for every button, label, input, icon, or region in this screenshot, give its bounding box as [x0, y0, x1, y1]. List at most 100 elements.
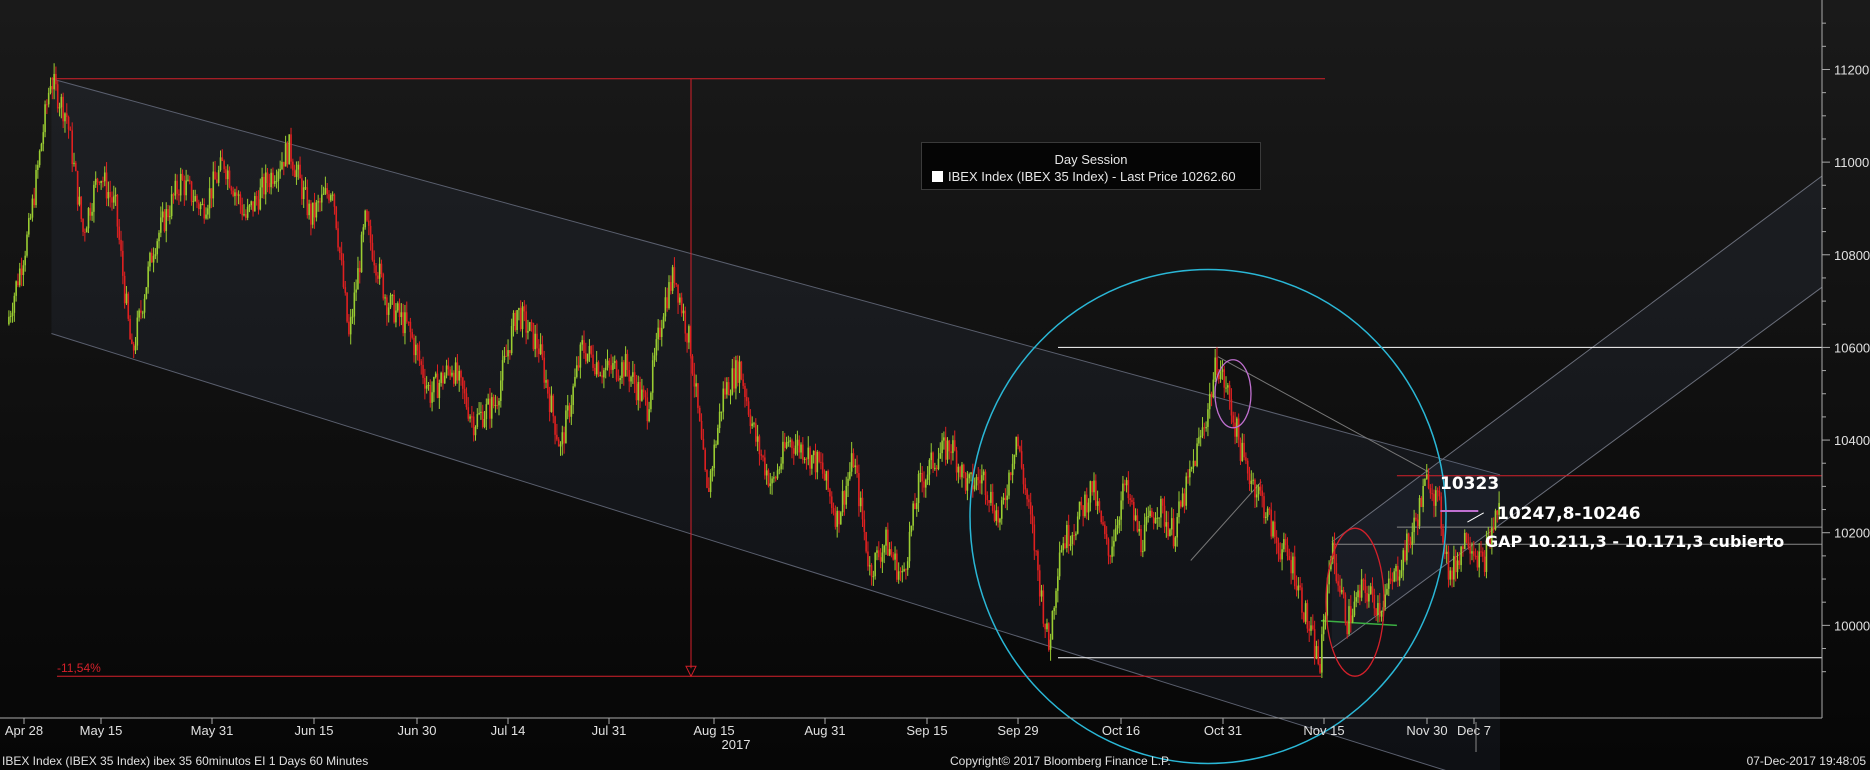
candle-body [1228, 385, 1231, 400]
candle-body [1476, 555, 1479, 568]
candle [1239, 437, 1242, 465]
candle [959, 465, 961, 480]
candle-body [1391, 579, 1394, 582]
candle-body [1492, 527, 1495, 530]
candle [44, 100, 46, 138]
rising-upper-line [1331, 175, 1823, 543]
candle [181, 169, 184, 181]
candle [990, 484, 992, 506]
candle [346, 292, 348, 324]
candle-body [820, 461, 822, 463]
candle-body [651, 360, 654, 393]
candle [340, 241, 343, 266]
candle-body [1046, 623, 1048, 630]
candle-body [641, 389, 643, 401]
candle [377, 271, 379, 284]
candle [378, 257, 381, 285]
candle-body [632, 372, 634, 377]
candle-body [465, 393, 468, 408]
candle-body [1353, 601, 1356, 616]
candle-body [1281, 549, 1283, 560]
candle-body [528, 322, 531, 331]
candle-body [543, 357, 546, 383]
candle [1266, 506, 1269, 521]
candle [125, 286, 128, 306]
candle-body [163, 211, 166, 232]
candle-body [825, 471, 828, 481]
candle-body [1076, 516, 1079, 534]
candle-body [1104, 524, 1106, 535]
candle [1453, 545, 1455, 588]
candle [1122, 475, 1124, 510]
candle [1044, 623, 1046, 639]
candle-body [264, 172, 267, 195]
candle-body [668, 282, 670, 309]
candle-body [912, 503, 914, 526]
candle-body [1427, 474, 1430, 489]
candle [349, 309, 352, 345]
candle [311, 202, 314, 229]
candle-body [1131, 500, 1133, 502]
candle-body [1010, 472, 1012, 476]
candle-body [13, 295, 16, 313]
candle-body [413, 337, 415, 356]
candle-body [566, 405, 569, 411]
candle [282, 161, 285, 176]
candle [999, 517, 1001, 531]
candle-body [1348, 606, 1350, 635]
candle [131, 333, 133, 345]
candle [639, 376, 641, 409]
candle [1331, 536, 1334, 565]
candle-body [977, 476, 980, 481]
candle-body [1199, 435, 1202, 438]
candle [501, 350, 504, 391]
candle [254, 192, 256, 212]
candle [1019, 445, 1021, 453]
candle-body [1254, 479, 1256, 498]
candle-body [150, 252, 153, 263]
candle [431, 381, 433, 412]
candle [888, 542, 891, 557]
candle-body [738, 361, 741, 383]
candle [789, 437, 791, 448]
candle [1302, 611, 1305, 623]
candle [901, 565, 904, 583]
candle-body [847, 478, 849, 486]
candle-body [132, 343, 135, 351]
candle [1219, 360, 1222, 383]
candle [691, 354, 694, 376]
candle [1100, 510, 1103, 525]
candle-body [1434, 490, 1437, 506]
candle-body [1301, 587, 1303, 613]
candle [1245, 452, 1247, 465]
candle [840, 511, 842, 525]
candle-body [1407, 533, 1410, 542]
candle-body [1445, 551, 1448, 555]
candle [465, 387, 468, 410]
candle [483, 410, 486, 429]
candle [836, 506, 838, 538]
candle [1353, 590, 1356, 618]
candle-body [715, 444, 717, 446]
candle-body [1274, 521, 1276, 537]
candle [1445, 545, 1448, 564]
candle [29, 213, 32, 220]
candle-body [639, 381, 641, 401]
candle [1062, 536, 1065, 556]
candle-body [46, 104, 48, 106]
candle-body [767, 470, 770, 487]
candle [709, 469, 712, 498]
footer-timestamp: 07-Dec-2017 19:48:05 [1746, 754, 1866, 768]
candle [726, 377, 728, 399]
candle [478, 402, 480, 416]
candle-body [597, 362, 600, 376]
candle-body [203, 203, 206, 219]
candle [794, 434, 797, 456]
candle-body [261, 176, 263, 188]
candle-body [337, 228, 339, 248]
candle-body [695, 383, 697, 387]
candle [288, 134, 291, 165]
candle-body [246, 206, 249, 218]
candle-body [1489, 535, 1491, 545]
candle-body [975, 476, 978, 486]
